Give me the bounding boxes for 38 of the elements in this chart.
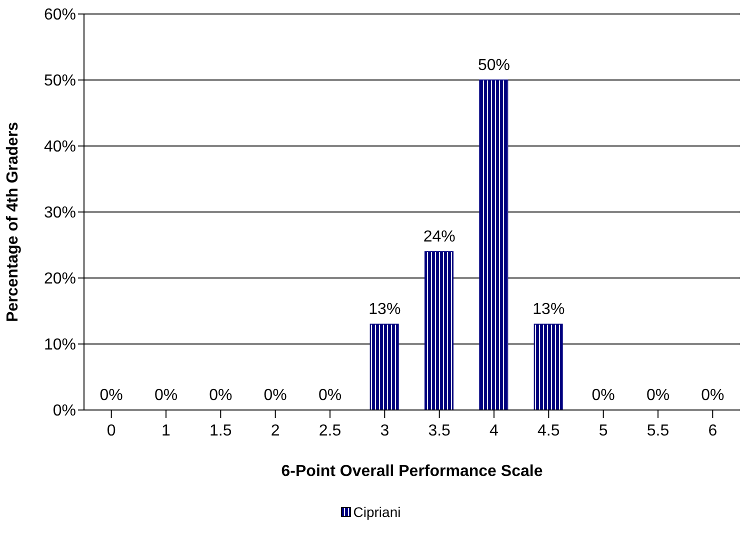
bar [534, 324, 563, 410]
data-label: 0% [646, 387, 670, 404]
bar [479, 80, 508, 410]
y-tick-label: 60% [44, 6, 76, 24]
data-label: 24% [423, 228, 456, 246]
y-tick-label: 0% [52, 402, 76, 420]
data-label: 0% [592, 387, 615, 404]
data-label: 0% [209, 387, 232, 404]
x-tick-label: 3 [380, 422, 390, 440]
x-tick-label: 6 [708, 422, 718, 440]
data-label: 50% [478, 57, 510, 74]
bar [370, 324, 399, 410]
legend-label: Cipriani [352, 504, 401, 520]
y-tick-label: 30% [44, 204, 76, 222]
data-label: 0% [100, 387, 123, 404]
x-tick-label: 2 [270, 422, 280, 440]
x-tick-label: 4 [490, 422, 499, 440]
x-tick-label: 0 [106, 422, 116, 440]
x-tick-label: 4.5 [538, 422, 560, 440]
x-tick-label: 3.5 [428, 422, 451, 440]
data-label: 0% [701, 387, 724, 404]
data-label: 13% [532, 301, 565, 318]
x-tick-label: 5.5 [646, 422, 670, 440]
x-tick-label: 1.5 [210, 422, 232, 440]
bar [424, 251, 454, 410]
y-tick-label: 40% [44, 138, 76, 156]
x-tick-label: 5 [598, 422, 608, 440]
data-label: 0% [318, 387, 342, 404]
y-tick-label: 50% [44, 72, 76, 90]
x-tick-label: 2.5 [318, 422, 342, 440]
y-tick-label: 20% [44, 270, 76, 288]
data-label: 0% [264, 387, 287, 404]
data-label: 0% [154, 387, 178, 404]
y-axis-title: Percentage of 4th Graders [4, 122, 22, 322]
data-label: 13% [368, 301, 401, 318]
y-tick-label: 10% [44, 336, 76, 354]
x-axis-title: 6-Point Overall Performance Scale [281, 463, 543, 480]
x-tick-label: 1 [162, 422, 171, 440]
